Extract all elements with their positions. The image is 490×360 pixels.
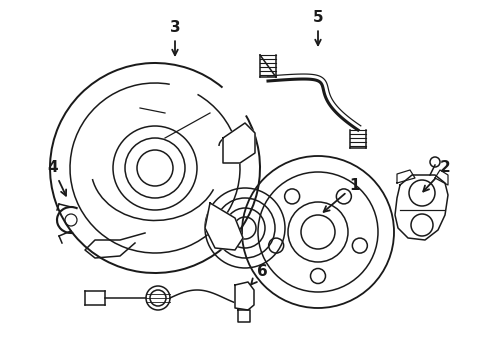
Text: 3: 3	[170, 21, 180, 55]
Polygon shape	[205, 203, 243, 250]
Text: 6: 6	[251, 265, 268, 284]
Text: 1: 1	[323, 177, 360, 212]
Text: 4: 4	[48, 161, 66, 195]
Polygon shape	[235, 282, 254, 310]
Polygon shape	[395, 175, 448, 240]
Text: 5: 5	[313, 10, 323, 45]
Polygon shape	[223, 123, 255, 163]
Polygon shape	[238, 310, 250, 322]
Text: 2: 2	[423, 161, 450, 192]
